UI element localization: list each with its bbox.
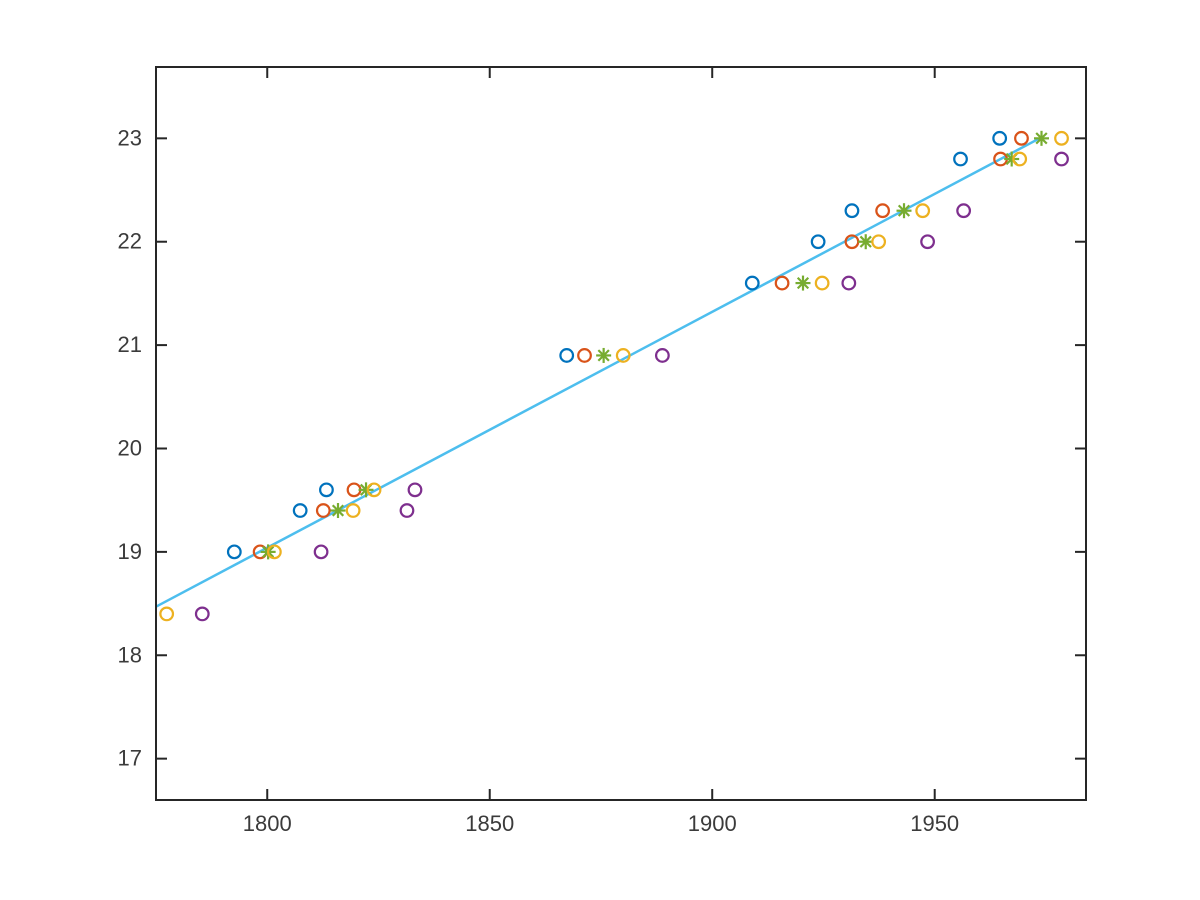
marker-circle	[577, 348, 592, 363]
marker-circle	[159, 606, 175, 622]
marker-circle	[319, 482, 334, 498]
y-tick-label: 21	[118, 332, 142, 357]
x-tick-label: 1850	[465, 811, 514, 836]
marker-circle	[1054, 130, 1069, 146]
marker-asterisk	[597, 349, 610, 362]
y-tick-label: 17	[118, 746, 142, 771]
marker-circle	[313, 544, 329, 560]
axes-box	[155, 66, 1087, 801]
marker-circle	[1014, 130, 1029, 146]
marker-circle	[920, 234, 935, 250]
marker-circle	[346, 482, 362, 498]
marker-circle	[345, 503, 361, 518]
y-tick-label: 19	[118, 539, 142, 564]
marker-circle	[915, 203, 931, 219]
y-tick-label: 22	[118, 229, 142, 254]
marker-circle	[366, 482, 382, 498]
marker-circle	[956, 203, 972, 219]
marker-asterisk	[796, 276, 810, 290]
marker-circle	[559, 348, 575, 363]
marker-circle	[810, 234, 826, 250]
marker-circle	[953, 151, 968, 167]
marker-circle	[407, 482, 423, 498]
y-tick-label: 18	[118, 642, 142, 667]
marker-circle	[226, 544, 242, 560]
marker-circle	[844, 203, 860, 219]
marker-circle	[744, 275, 760, 291]
y-tick-label: 23	[118, 125, 142, 150]
marker-circle	[615, 348, 631, 363]
marker-circle	[315, 503, 331, 518]
marker-circle	[871, 234, 887, 250]
y-tick-label: 20	[118, 435, 142, 460]
marker-asterisk	[331, 504, 345, 517]
marker-circle	[774, 275, 790, 291]
marker-circle	[292, 503, 308, 518]
marker-circle	[992, 130, 1008, 146]
marker-circle	[266, 544, 282, 560]
marker-circle	[194, 606, 210, 622]
marker-circle	[399, 503, 415, 518]
marker-asterisk	[1035, 132, 1048, 145]
marker-circle	[841, 275, 857, 291]
marker-circle	[1054, 151, 1069, 167]
marker-circle	[654, 348, 670, 363]
marker-asterisk	[897, 204, 911, 217]
x-tick-label: 1900	[688, 811, 737, 836]
marker-circle	[1012, 151, 1028, 167]
fit-line	[155, 136, 1043, 608]
marker-circle	[814, 275, 830, 291]
x-tick-label: 1800	[243, 811, 292, 836]
marker-circle	[875, 203, 891, 219]
marker-asterisk	[859, 235, 872, 248]
x-tick-label: 1950	[910, 811, 959, 836]
